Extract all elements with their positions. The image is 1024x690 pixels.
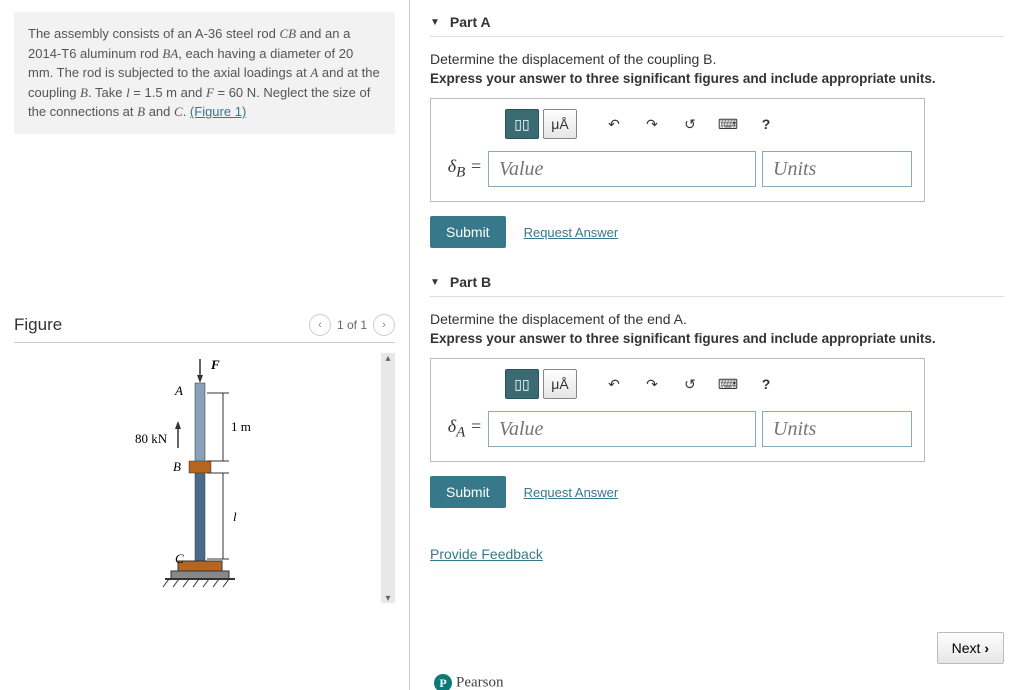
label-F: F [210, 357, 220, 372]
figure-next-button[interactable]: › [373, 314, 395, 336]
redo-button[interactable]: ↷ [635, 369, 669, 399]
keyboard-button[interactable]: ⌨ [711, 109, 745, 139]
scroll-down-icon[interactable]: ▾ [383, 593, 393, 603]
instruction-text: Express your answer to three significant… [430, 331, 1004, 346]
help-button[interactable]: ? [749, 369, 783, 399]
undo-button[interactable]: ↶ [597, 369, 631, 399]
answer-box: ▯▯μÅ ↶↷↺⌨? δB = [430, 98, 925, 202]
question-text: Determine the displacement of the coupli… [430, 51, 1004, 67]
label-A: A [174, 383, 183, 398]
part-title: Part A [450, 14, 491, 30]
figure-counter: 1 of 1 [337, 318, 367, 332]
figure-link[interactable]: (Figure 1) [190, 104, 246, 119]
collapse-icon: ▼ [430, 277, 440, 288]
question-text: Determine the displacement of the end A. [430, 311, 1004, 327]
units-menu-button[interactable]: μÅ [543, 109, 577, 139]
collapse-icon: ▼ [430, 17, 440, 28]
scroll-up-icon[interactable]: ▴ [383, 353, 393, 363]
part-B: ▼ Part B Determine the displacement of the… [430, 268, 1004, 508]
reset-button[interactable]: ↺ [673, 109, 707, 139]
next-button[interactable]: Next › [937, 632, 1004, 664]
label-dim1: 1 m [231, 419, 251, 434]
pearson-icon: P [434, 674, 452, 690]
units-input[interactable] [762, 151, 912, 187]
answer-symbol: δB = [443, 156, 482, 182]
figure-area: ▴ ▾ F [14, 353, 395, 603]
template-tool[interactable]: ▯▯ [505, 109, 539, 139]
figure-diagram: F 80 kN 1 m l A B [83, 353, 313, 593]
figure-title: Figure [14, 315, 62, 335]
part-header-A[interactable]: ▼ Part A [430, 8, 1004, 37]
units-input[interactable] [762, 411, 912, 447]
toolbar: ▯▯μÅ ↶↷↺⌨? [505, 109, 912, 139]
toolbar: ▯▯μÅ ↶↷↺⌨? [505, 369, 912, 399]
figure-nav: ‹ 1 of 1 › [309, 314, 395, 336]
answer-box: ▯▯μÅ ↶↷↺⌨? δA = [430, 358, 925, 462]
problem-statement: The assembly consists of an A-36 steel r… [14, 12, 395, 134]
label-dim2: l [233, 509, 237, 524]
value-input[interactable] [488, 411, 756, 447]
units-menu-button[interactable]: μÅ [543, 369, 577, 399]
request-answer-link[interactable]: Request Answer [524, 225, 619, 240]
help-button[interactable]: ? [749, 109, 783, 139]
value-input[interactable] [488, 151, 756, 187]
part-title: Part B [450, 274, 491, 290]
reset-button[interactable]: ↺ [673, 369, 707, 399]
figure-prev-button[interactable]: ‹ [309, 314, 331, 336]
undo-button[interactable]: ↶ [597, 109, 631, 139]
provide-feedback-link[interactable]: Provide Feedback [430, 546, 543, 562]
left-panel: The assembly consists of an A-36 steel r… [0, 0, 410, 690]
part-A: ▼ Part A Determine the displacement of the… [430, 8, 1004, 248]
request-answer-link[interactable]: Request Answer [524, 485, 619, 500]
submit-button[interactable]: Submit [430, 476, 506, 508]
answer-symbol: δA = [443, 416, 482, 442]
figure-header: Figure ‹ 1 of 1 › [14, 314, 395, 343]
redo-button[interactable]: ↷ [635, 109, 669, 139]
label-B: B [173, 459, 181, 474]
pearson-brand: PPearson [434, 674, 504, 690]
right-panel: ▼ Part A Determine the displacement of the… [410, 0, 1024, 690]
template-tool[interactable]: ▯▯ [505, 369, 539, 399]
submit-button[interactable]: Submit [430, 216, 506, 248]
label-load: 80 kN [135, 431, 168, 446]
part-header-B[interactable]: ▼ Part B [430, 268, 1004, 297]
label-C: C [175, 551, 184, 566]
instruction-text: Express your answer to three significant… [430, 71, 1004, 86]
keyboard-button[interactable]: ⌨ [711, 369, 745, 399]
